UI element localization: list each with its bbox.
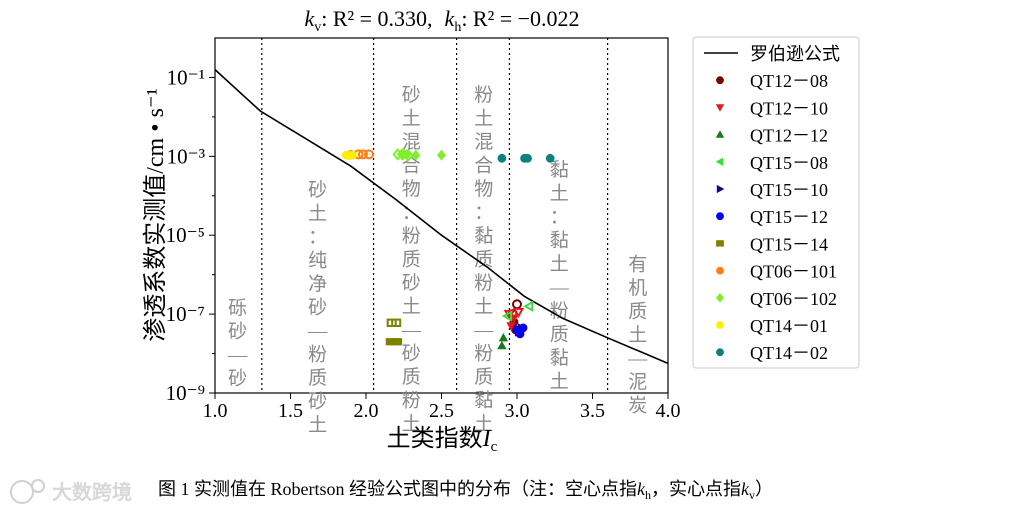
- y-tick-label-3: 10⁻⁷: [166, 302, 205, 326]
- legend-curve-label: 罗伯逊公式: [750, 44, 840, 64]
- legend-marker-6: [716, 240, 724, 247]
- x-tick-label-0: 1.0: [203, 400, 228, 422]
- point-kv-8-2: [411, 149, 421, 161]
- legend-label-3: QT15－08: [750, 153, 828, 173]
- legend-marker-2: [715, 130, 725, 138]
- y-tick-label-4: 10⁻⁹: [166, 381, 205, 405]
- x-tick-label-2: 2.0: [354, 400, 379, 422]
- point-kh-8-2: [402, 149, 414, 162]
- legend-marker-4: [716, 184, 725, 194]
- figure-caption: 图 1 实测值在 Robertson 经验公式图中的分布（注：空心点指kh，实心…: [158, 479, 773, 502]
- point-kv-2-0: [497, 340, 507, 350]
- legend-label-9: QT14－01: [750, 316, 828, 336]
- point-kh-1-1: [512, 307, 525, 319]
- point-kv-1-0: [506, 322, 516, 331]
- legend: 罗伯逊公式 QT12－08 QT12－10 QT12－12 QT15－08 QT15－10…: [704, 44, 840, 363]
- zone-label-0: 砾砂—砂: [227, 297, 248, 390]
- zone-label-4: 黏土：黏土—粉质黏土: [549, 159, 570, 392]
- plot-area: [214, 37, 669, 394]
- robertson-curve: [214, 69, 669, 365]
- y-tick-label-1: 10⁻³: [167, 144, 205, 168]
- zone-label-5: 有机质土—泥炭: [627, 254, 648, 417]
- point-kh-7-1: [357, 149, 368, 160]
- legend-marker-1: [715, 104, 725, 112]
- point-kv-6-2: [393, 338, 403, 346]
- point-kv-10-1: [545, 153, 555, 163]
- legend-label-4: QT15－10: [750, 180, 828, 200]
- point-kh-7-2: [364, 149, 375, 160]
- legend-marker-10: [716, 348, 724, 357]
- legend-marker-0: [716, 76, 724, 85]
- x-axis-label: 土类指数Ic: [387, 425, 498, 455]
- x-tick-label-3: 2.5: [429, 400, 454, 422]
- point-kh-3-0: [523, 300, 534, 312]
- point-kv-8-3: [436, 149, 447, 161]
- y-tick-label-2: 10⁻⁵: [166, 223, 205, 247]
- point-kv-10-3: [523, 153, 532, 163]
- point-kv-5-2: [512, 325, 522, 335]
- point-kh-3-1: [501, 310, 513, 322]
- legend-marker-9: [716, 321, 724, 329]
- zone-label-2: 砂土混合物：粉质砂土—砂质粉土: [401, 84, 422, 435]
- x-tick-label-6: 4.0: [656, 400, 681, 422]
- chart-title: kv: R² = 0.330, kh: R² = −0.022: [304, 6, 579, 35]
- legend-box: [692, 36, 860, 369]
- zone-layer: 砾砂—砂 砂土：纯净砂—粉质砂土 砂土混合物：粉质砂土—砂质粉土 粉土混合物：黏质粉土…: [227, 38, 648, 436]
- watermark-text: 大数跨境: [52, 480, 132, 504]
- watermark-logo-icon: [10, 480, 34, 504]
- zone-label-3: 粉土混合物：黏质粉土—粉质黏土: [473, 84, 494, 435]
- axes-layer: 1.0 1.5 2.0 2.5 3.0 3.5 4.0 10⁻¹ 10⁻³ 10⁻⁵ 10⁻⁷ 10⁻…: [166, 65, 681, 422]
- x-tick-label-1: 1.5: [278, 400, 303, 422]
- point-kh-8-1: [396, 148, 408, 161]
- point-kh-6-1: [391, 318, 402, 327]
- x-tick-label-5: 3.5: [580, 400, 605, 422]
- legend-marker-3: [715, 157, 724, 166]
- zone-label-1: 砂土：纯净砂—粉质砂土: [307, 179, 328, 436]
- legend-label-6: QT15－14: [750, 234, 828, 254]
- legend-marker-7: [716, 266, 724, 275]
- curve-layer: [214, 69, 669, 365]
- legend-marker-5: [716, 212, 724, 221]
- y-axis-label: 渗透系数实测值/cm • s⁻¹: [142, 88, 169, 342]
- watermark-logo-dot-icon: [31, 479, 45, 493]
- x-tick-label-4: 3.0: [505, 400, 530, 422]
- legend-marker-8: [715, 292, 725, 303]
- legend-label-2: QT12－12: [750, 126, 828, 146]
- legend-label-8: QT06－102: [750, 289, 837, 309]
- legend-label-5: QT15－12: [750, 207, 828, 227]
- points-layer: [341, 148, 555, 350]
- point-kv-10-0: [497, 153, 507, 163]
- y-tick-label-0: 10⁻¹: [167, 65, 205, 89]
- point-kv-2-1: [498, 332, 509, 342]
- watermark: 大数跨境: [10, 479, 132, 504]
- legend-label-0: QT12－08: [750, 71, 828, 91]
- legend-label-7: QT06－101: [750, 262, 837, 282]
- point-kv-9-2: [348, 150, 357, 160]
- legend-label-10: QT14－02: [750, 343, 828, 363]
- legend-label-1: QT12－10: [750, 98, 828, 118]
